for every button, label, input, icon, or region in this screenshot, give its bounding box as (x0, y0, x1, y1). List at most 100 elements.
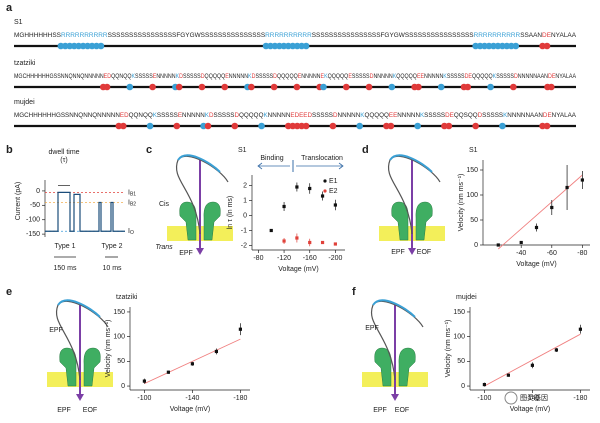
schematic-label: EOF (417, 249, 431, 256)
sequence: MGCHHHHHHGSSNNQNNQNNNNNEDQQNQQKSSSSSENNN… (14, 73, 577, 80)
sequence-name: tzatziki (14, 60, 36, 67)
charge-dot (302, 122, 310, 130)
type-label: Type 1 (54, 243, 75, 250)
peptide (387, 155, 441, 235)
y-tick-label: 0 (121, 383, 125, 390)
y-tick-label: -150 (26, 231, 40, 238)
pore-protein (398, 347, 416, 387)
charge-dot (97, 42, 105, 50)
peptide-charged (177, 154, 221, 173)
y-tick-label: 0 (243, 212, 247, 219)
point (496, 243, 500, 247)
charge-dot (487, 83, 494, 91)
y-tick-label: 0 (36, 188, 40, 195)
schematic-label: EPF (57, 407, 71, 414)
schematic-label: EOF (83, 407, 97, 414)
annotation: Translocation (301, 155, 343, 162)
y-tick-label: 50 (470, 217, 478, 224)
dwell-label: dwell time (48, 149, 79, 156)
charge-dot (329, 122, 337, 130)
legend-marker (323, 179, 327, 183)
charge-dot (126, 83, 134, 91)
charge-dot (302, 42, 310, 50)
point (320, 194, 325, 198)
level-label: IB2 (128, 199, 136, 207)
type-label: Type 2 (101, 243, 122, 250)
point (578, 327, 582, 331)
schematic-label: EPF (179, 250, 193, 257)
charge-dot (149, 83, 156, 91)
x-tick-label: -180 (233, 395, 247, 402)
point (519, 240, 523, 245)
schematic-label: EPF (49, 327, 63, 334)
x-tick-label: -40 (516, 250, 526, 257)
x-axis-label: Voltage (mV) (516, 261, 556, 268)
charge-dot (548, 83, 555, 91)
flow-head (76, 394, 84, 401)
y-tick-label: 50 (457, 358, 465, 365)
schematic-label: EPF (391, 249, 405, 256)
x-tick-label: -120 (277, 255, 291, 262)
sequence-name: S1 (14, 19, 23, 26)
tau-label: (τ) (60, 157, 67, 164)
charge-dot (387, 122, 395, 130)
x-tick-label: -100 (477, 395, 491, 402)
charge-dot (270, 83, 278, 91)
y-tick-label: -100 (26, 217, 40, 224)
annotation: Binding (260, 155, 283, 162)
panel-label: b (6, 144, 13, 156)
y-tick-label: 1 (243, 197, 247, 204)
schematic-label: EPF (365, 325, 379, 332)
y-axis-label: ln τ (ln ms) (227, 196, 234, 230)
point (142, 379, 146, 383)
charge-dot (175, 83, 183, 91)
charge-dot (293, 83, 301, 91)
chart-title: mujdei (456, 294, 477, 301)
chart-title: tzatziki (116, 294, 138, 301)
schematic-label: Trans (155, 244, 173, 251)
fit-line (497, 174, 583, 250)
charge-dot (258, 122, 265, 130)
charge-dot (146, 122, 154, 130)
x-tick-label: -60 (547, 250, 557, 257)
charge-dot (342, 83, 350, 91)
charge-dot (543, 42, 551, 50)
charge-dot (173, 122, 181, 130)
point (482, 382, 486, 387)
chart-title: S1 (238, 147, 247, 154)
flow-head (196, 248, 204, 255)
x-tick-label: -140 (525, 395, 539, 402)
x-tick-label: -160 (303, 255, 317, 262)
annotation-arrow (296, 162, 344, 170)
x-axis-label: Voltage (mV) (510, 406, 550, 413)
peptide-charged (372, 299, 416, 318)
point (333, 242, 337, 246)
y-tick-label: -2 (241, 242, 247, 249)
x-tick-label: -140 (185, 395, 199, 402)
charge-dot (356, 122, 363, 130)
x-tick-label: -200 (328, 255, 342, 262)
charge-dot (204, 122, 212, 130)
charge-dot (437, 83, 445, 91)
sequence: MGCHHHHHHGSSNNQNNQNNNNNEDQQNQQKSSSSSENNN… (14, 112, 577, 119)
point (565, 185, 569, 190)
y-tick-label: 150 (453, 309, 465, 316)
charge-dot (231, 122, 239, 130)
y-tick-label: 100 (113, 333, 125, 340)
schematic-label: EOF (395, 407, 409, 414)
y-tick-label: -1 (241, 227, 247, 234)
x-axis-label: Voltage (mV) (278, 266, 318, 273)
sequence: MGHHHHHHSSRRRRRRRRRRSSSSSSSSSSSSSSSSFGYG… (14, 32, 577, 39)
x-tick-label: -180 (573, 395, 587, 402)
x-tick-label: -80 (253, 255, 263, 262)
y-axis-label: Velocity (nm ms⁻¹) (105, 320, 112, 378)
point (550, 205, 554, 210)
current-trace (45, 191, 125, 232)
level-label: IB1 (128, 189, 136, 197)
legend-label: E2 (329, 188, 338, 195)
charge-dot (248, 83, 255, 91)
panel-label: c (146, 144, 152, 156)
charge-dot (388, 83, 396, 91)
point (530, 363, 534, 367)
charge-dot (415, 83, 422, 91)
